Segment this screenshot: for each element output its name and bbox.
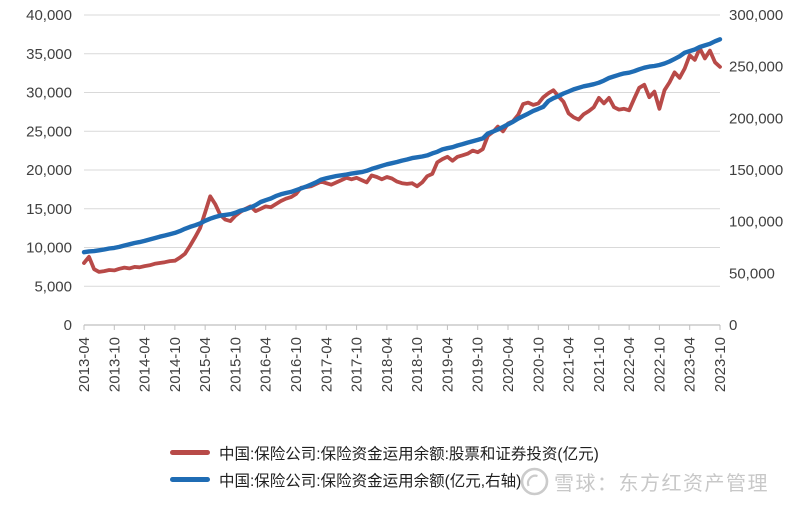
chart-legend: 中国:保险公司:保险资金运用余额:股票和证券投资(亿元) 中国:保险公司:保险资…: [170, 439, 599, 493]
legend-marker-stocks-icon: [170, 450, 210, 455]
x-axis-label: 2022-04: [621, 337, 638, 392]
legend-label-stocks: 中国:保险公司:保险资金运用余额:股票和证券投资(亿元): [219, 445, 599, 463]
legend-label-total: 中国:保险公司:保险资金运用余额(亿元,右轴): [219, 472, 522, 490]
x-axis-label: 2021-04: [561, 337, 578, 392]
x-axis-label: 2020-10: [530, 337, 547, 392]
x-axis-label: 2023-04: [682, 337, 699, 392]
x-axis-label: 2015-10: [227, 337, 244, 392]
y-axis-label-right: 100,000: [729, 214, 783, 231]
x-axis-label: 2017-04: [318, 337, 335, 392]
y-axis-label-left: 40,000: [26, 7, 72, 24]
x-axis-label: 2013-10: [106, 337, 123, 392]
y-axis-label-right: 150,000: [729, 162, 783, 179]
x-axis-label: 2019-04: [439, 337, 456, 392]
y-axis-label-right: 50,000: [729, 265, 775, 282]
y-axis-label-right: 300,000: [729, 7, 783, 24]
y-axis-label-left: 20,000: [26, 162, 72, 179]
y-axis-label-right: 200,000: [729, 110, 783, 127]
y-axis-label-left: 5,000: [34, 278, 72, 295]
x-axis-label: 2014-04: [137, 337, 154, 392]
snowball-icon: [520, 467, 549, 496]
y-axis-label-left: 10,000: [26, 240, 72, 257]
y-axis-label-left: 25,000: [26, 123, 72, 140]
x-axis-label: 2018-10: [409, 337, 426, 392]
x-axis-label: 2021-10: [591, 337, 608, 392]
chart-canvas: 40,000 35,000 30,000 25,000 20,000 15,000 10,0…: [26, 7, 783, 392]
series-line-stocks: [82, 46, 722, 274]
watermark-text: 雪球：东方红资产管理: [554, 473, 769, 495]
legend-item-stocks: 中国:保险公司:保险资金运用余额:股票和证券投资(亿元): [170, 439, 599, 466]
y-axis-label-right: 250,000: [729, 59, 783, 76]
x-axis-label: 2016-04: [258, 337, 275, 392]
x-axis-label: 2022-10: [651, 337, 668, 392]
x-axis-label: 2018-04: [379, 337, 396, 392]
x-axis-label: 2015-04: [197, 337, 214, 392]
legend-marker-total-icon: [170, 477, 210, 482]
x-axis-label: 2019-10: [470, 337, 487, 392]
series-line-total: [81, 37, 723, 255]
watermark: 雪球：东方红资产管理: [519, 466, 769, 497]
x-axis-label: 2016-10: [288, 337, 305, 392]
x-axis-label: 2014-10: [167, 337, 184, 392]
x-axis-label: 2020-04: [500, 337, 517, 392]
y-axis-label-left: 30,000: [26, 85, 72, 102]
x-axis-label: 2013-04: [76, 337, 93, 392]
y-axis-label-left: 35,000: [26, 46, 72, 63]
x-axis-label: 2017-10: [349, 337, 366, 392]
y-axis-label-right: 0: [729, 317, 737, 334]
y-axis-label-left: 0: [64, 317, 72, 334]
legend-item-total: 中国:保险公司:保险资金运用余额(亿元,右轴): [170, 466, 599, 493]
x-axis-label: 2023-10: [712, 337, 729, 392]
y-axis-label-left: 15,000: [26, 201, 72, 218]
